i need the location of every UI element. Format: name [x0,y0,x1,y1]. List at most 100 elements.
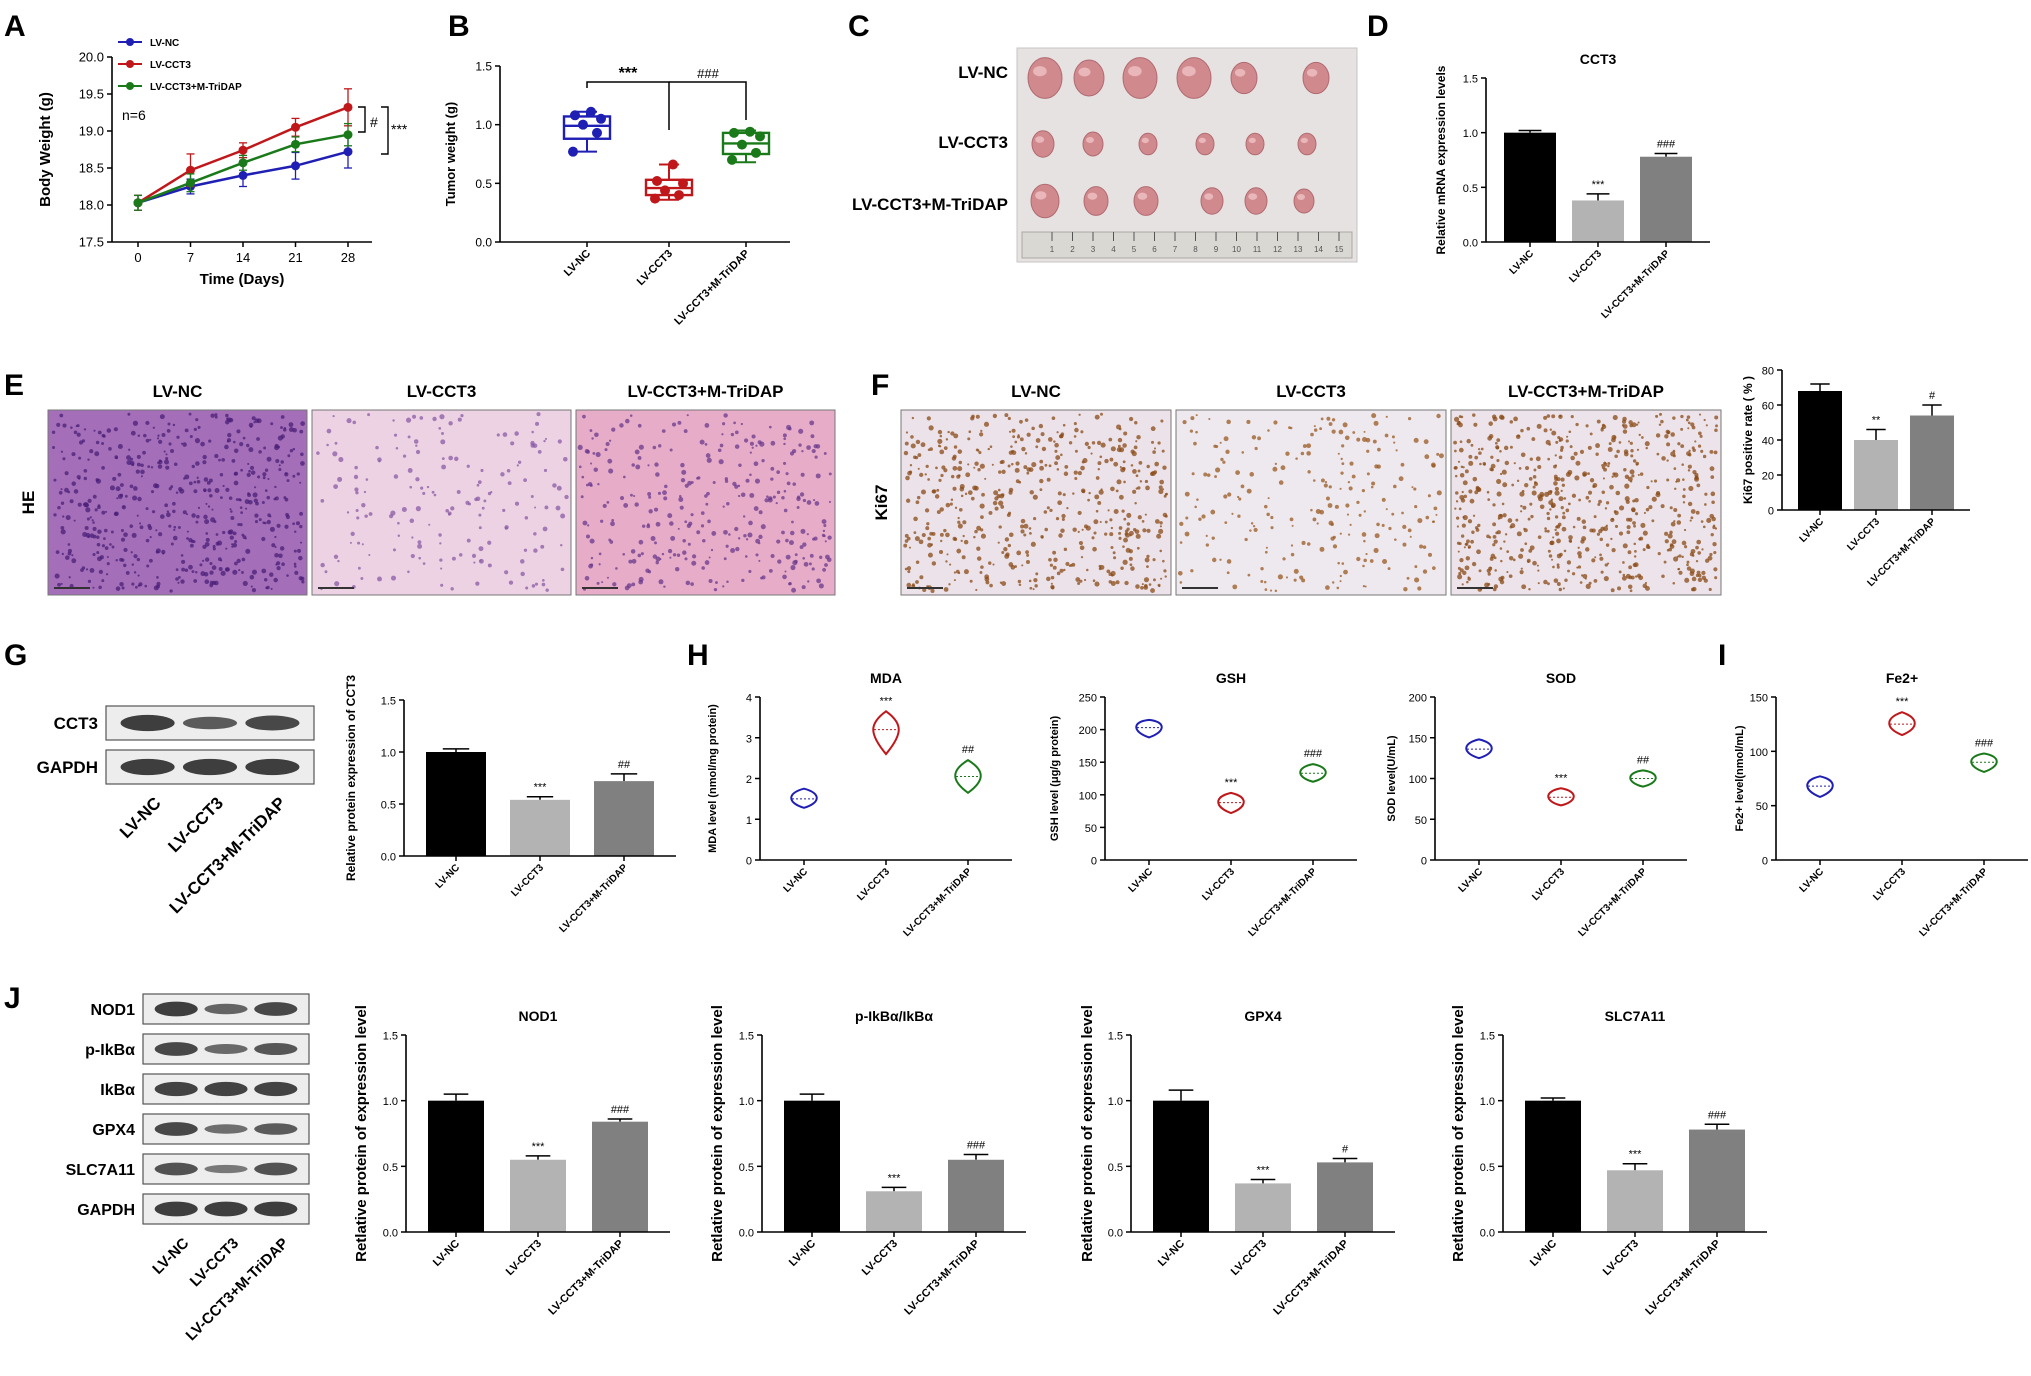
stain-cell [1563,549,1567,553]
stain-cell [679,494,682,498]
stain-cell [1352,431,1356,434]
y-tick-label: 1.0 [383,1096,398,1108]
stain-cell [557,439,562,444]
stain-cell [712,480,716,484]
stain-cell [1160,419,1164,423]
stain-cell [663,496,668,501]
stain-cell [1337,452,1340,455]
histology-image [1175,409,1447,596]
stain-cell [903,450,909,456]
stain-cell [1063,547,1068,552]
stain-cell [251,569,257,575]
stain-cell [1651,519,1655,523]
stain-cell [1690,422,1695,427]
stain-cell [164,459,170,465]
stain-cell [543,468,548,473]
stain-cell [168,487,172,491]
stain-cell [1641,436,1644,439]
ruler-tick-label: 6 [1152,245,1157,254]
stain-cell [441,457,445,460]
stain-cell [397,534,401,538]
chart-title: SLC7A11 [1605,1008,1666,1024]
stain-cell [556,485,562,491]
stain-cell [1496,478,1502,485]
stain-cell [992,500,998,506]
stain-cell [1008,490,1013,495]
stain-cell [409,518,415,524]
stain-cell [1423,439,1429,445]
stain-cell [988,561,992,565]
stain-cell [920,489,926,495]
stain-cell [256,437,260,441]
stain-cell [560,567,565,572]
x-tick-label: LV-CCT3 [860,1238,900,1278]
tumor-specimen [1073,59,1105,97]
stain-cell [813,444,818,449]
stain-cell [193,480,197,484]
stain-cell [274,445,280,451]
stain-cell [700,524,705,528]
stain-cell [1226,571,1230,575]
stain-cell [696,476,699,480]
stain-cell [638,579,644,585]
stain-cell [120,537,126,542]
stain-cell [1059,568,1064,573]
stain-cell [1475,486,1481,492]
stain-cell [534,582,539,586]
stain-cell [1077,582,1081,586]
stain-cell [757,440,762,445]
stain-cell [129,524,134,528]
stain-cell [634,502,639,507]
stain-cell [152,426,155,429]
stain-cell [448,513,451,516]
stain-cell [598,563,601,566]
stain-cell [1041,446,1047,452]
stain-cell [1673,556,1679,562]
stain-cell [1341,444,1345,448]
histology-image [900,409,1172,596]
stain-cell [1712,541,1717,547]
stain-cell [1302,444,1307,448]
stain-cell [1116,424,1122,430]
stain-cell [1116,479,1122,485]
stain-cell [1001,581,1007,586]
stain-cell [1457,574,1463,580]
stain-cell [1589,478,1595,483]
stain-cell [1575,422,1579,427]
stain-cell [667,548,673,554]
stain-cell [992,413,998,419]
stain-cell [907,470,912,476]
stain-cell [226,440,230,443]
stain-cell [1570,455,1575,461]
stain-cell [967,490,973,495]
stain-cell [1120,566,1124,570]
stain-cell [1331,418,1336,422]
stain-cell [537,449,542,454]
stain-cell [1148,583,1152,586]
stain-cell [1647,545,1651,550]
stain-cell [1090,452,1093,455]
stain-cell [910,443,916,449]
stain-cell [1467,519,1473,524]
stain-cell [1078,540,1084,546]
stain-cell [544,505,549,510]
stain-cell [140,475,143,478]
stain-cell [1529,457,1533,461]
stain-cell [827,535,832,540]
data-point [186,178,195,188]
stain-cell [299,511,303,516]
stain-cell [1459,440,1463,444]
stain-cell [261,501,265,505]
stain-cell [1546,516,1551,521]
stain-cell [1621,419,1627,424]
stain-cell [1044,527,1049,532]
stain-cell [1623,468,1627,472]
stain-cell [1696,570,1701,575]
stain-cell [119,483,124,487]
stain-cell [608,468,614,474]
stain-cell [173,528,176,532]
stain-cell [1300,451,1305,456]
bar [1689,1129,1745,1232]
stain-cell [592,451,596,455]
